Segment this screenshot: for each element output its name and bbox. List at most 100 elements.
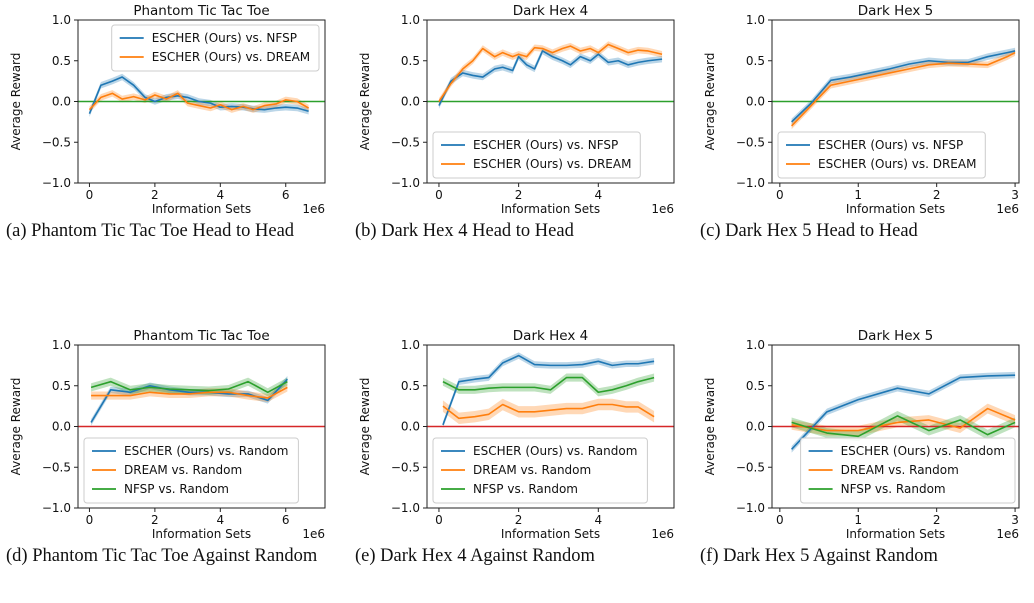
caption-d: (d) Phantom Tic Tac Toe Against Random xyxy=(6,546,318,566)
chart-f-legend-box xyxy=(800,437,1016,504)
chart-d-xtick-label: 2 xyxy=(151,513,159,527)
chart-f-xlabel: Information Sets xyxy=(846,527,945,541)
chart-e-xlabel: Information Sets xyxy=(501,527,600,541)
chart-e-title: Dark Hex 4 xyxy=(513,328,588,344)
chart-c-x-scale-label: 1e6 xyxy=(996,202,1019,216)
chart-a-ytick-label: −1.0 xyxy=(42,176,71,190)
chart-b-ytick-label: 1.0 xyxy=(401,13,420,27)
caption-b: (b) Dark Hex 4 Head to Head xyxy=(355,221,574,241)
chart-f-xtick-label: 3 xyxy=(1011,513,1019,527)
chart-d-ytick-label: 1.0 xyxy=(52,338,71,352)
chart-e-xtick-label: 2 xyxy=(515,513,523,527)
chart-b-legend-label-1: ESCHER (Ours) vs. DREAM xyxy=(473,157,631,171)
chart-a-title: Phantom Tic Tac Toe xyxy=(133,3,269,19)
chart-e-legend-label-2: NFSP vs. Random xyxy=(473,482,578,496)
chart-a-legend-label-0: ESCHER (Ours) vs. NFSP xyxy=(152,31,297,45)
chart-c-xlabel: Information Sets xyxy=(846,202,945,216)
chart-b-xlabel: Information Sets xyxy=(501,202,600,216)
chart-a-ytick-label: −0.5 xyxy=(42,135,71,149)
chart-f-legend-label-2: NFSP vs. Random xyxy=(841,482,946,496)
caption-a: (a) Phantom Tic Tac Toe Head to Head xyxy=(6,221,295,241)
chart-c-series-0-line xyxy=(791,50,1016,123)
panel-a: −1.0 −0.5 0.0 0.5 1.0 0 2 4 6 Phantom Tic Tac Toe… xyxy=(0,0,340,241)
chart-c-ytick-label: 0.0 xyxy=(746,95,765,109)
chart-a-legend-box xyxy=(111,24,320,72)
chart-f-x-scale-label: 1e6 xyxy=(996,527,1019,541)
panel-f: −1.0 −0.5 0.0 0.5 1.0 0 1 2 3 Dark Hex 5 Informati… xyxy=(694,325,1034,566)
chart-d-series-1-line xyxy=(91,386,288,399)
chart-b-ytick-label: −1.0 xyxy=(391,176,420,190)
chart-d-ytick-label: −0.5 xyxy=(42,460,71,474)
chart-f-series-0-band xyxy=(791,371,1016,453)
chart-f-series-2-line xyxy=(791,415,1016,438)
chart-d-series-2-band xyxy=(91,377,288,397)
chart-c-xtick-label: 1 xyxy=(854,188,862,202)
chart-d-ytick-label: 0.5 xyxy=(52,379,71,393)
chart-a-xtick-label: 2 xyxy=(151,188,159,202)
chart-b-title: Dark Hex 4 xyxy=(513,3,588,19)
chart-e-xtick-label: 4 xyxy=(594,513,602,527)
chart-f-xtick-label: 0 xyxy=(776,513,784,527)
chart-a-series-1-band xyxy=(89,90,309,113)
panel-d: −1.0 −0.5 0.0 0.5 1.0 0 2 4 6 Phantom Tic Tac Toe… xyxy=(0,325,340,566)
chart-e-ytick-label: 1.0 xyxy=(401,338,420,352)
chart-a-ytick-label: 1.0 xyxy=(52,13,71,27)
chart-f-series-1-line xyxy=(791,407,1016,432)
chart-d-legend-label-2: NFSP vs. Random xyxy=(124,482,229,496)
chart-f-ytick-label: 0.0 xyxy=(746,420,765,434)
chart-e-legend-box xyxy=(432,437,648,504)
chart-e-series-2-line xyxy=(442,376,655,394)
chart-b-xtick-label: 0 xyxy=(435,188,443,202)
chart-b-xtick-label: 4 xyxy=(594,188,602,202)
chart-e-legend-label-0: ESCHER (Ours) vs. Random xyxy=(473,444,637,458)
chart-f-legend-label-1: DREAM vs. Random xyxy=(841,463,959,477)
chart-d-ytick-label: −1.0 xyxy=(42,501,71,515)
chart-e-series-2-band xyxy=(442,373,655,397)
chart-c-ytick-label: −1.0 xyxy=(736,176,765,190)
chart-d-xtick-label: 6 xyxy=(282,513,290,527)
chart-b-x-scale-label: 1e6 xyxy=(651,202,674,216)
chart-a-ytick-label: 0.0 xyxy=(52,95,71,109)
chart-d-xlabel: Information Sets xyxy=(152,527,251,541)
chart-d-legend-box xyxy=(83,437,299,504)
chart-b-svg: −1.0 −0.5 0.0 0.5 1.0 0 2 4 Dark Hex 4 Informatio… xyxy=(358,3,675,216)
chart-f-legend-label-0: ESCHER (Ours) vs. Random xyxy=(841,444,1005,458)
chart-c-legend-label-0: ESCHER (Ours) vs. NFSP xyxy=(818,138,963,152)
panel-c: −1.0 −0.5 0.0 0.5 1.0 0 1 2 3 Dark Hex 5 Informati… xyxy=(694,0,1034,241)
chart-c-series-1-line xyxy=(791,51,1016,127)
chart-c-ytick-label: 0.5 xyxy=(746,54,765,68)
chart-f-series-2-band xyxy=(791,411,1016,442)
chart-d-xtick-label: 0 xyxy=(86,513,94,527)
chart-a-xtick-label: 6 xyxy=(282,188,290,202)
chart-d-legend-label-1: DREAM vs. Random xyxy=(124,463,242,477)
chart-b-series-0-band xyxy=(438,47,663,109)
chart-e-x-scale-label: 1e6 xyxy=(651,527,674,541)
chart-b-series-0-line xyxy=(438,50,663,106)
chart-f-ytick-label: 0.5 xyxy=(746,379,765,393)
chart-b-ytick-label: 0.5 xyxy=(401,54,420,68)
chart-a-series-0-band xyxy=(89,73,309,117)
chart-d-title: Phantom Tic Tac Toe xyxy=(133,328,269,344)
chart-a-ytick-label: 0.5 xyxy=(52,54,71,68)
chart-c-legend-label-1: ESCHER (Ours) vs. DREAM xyxy=(818,157,976,171)
chart-c-ytick-label: 1.0 xyxy=(746,13,765,27)
chart-f-series-0-line xyxy=(791,374,1016,450)
chart-d-ytick-label: 0.0 xyxy=(52,420,71,434)
chart-e-ylabel: Average Reward xyxy=(358,378,372,476)
chart-b-legend-box xyxy=(432,131,641,179)
chart-b-xtick-label: 2 xyxy=(515,188,523,202)
chart-e-ytick-label: −1.0 xyxy=(391,501,420,515)
chart-e-svg: −1.0 −0.5 0.0 0.5 1.0 0 2 4 Dark Hex 4 Informatio… xyxy=(358,328,675,541)
chart-e-xtick-label: 0 xyxy=(435,513,443,527)
chart-d-x-scale-label: 1e6 xyxy=(302,527,325,541)
chart-f-ytick-label: 1.0 xyxy=(746,338,765,352)
chart-f-svg: −1.0 −0.5 0.0 0.5 1.0 0 1 2 3 Dark Hex 5 Informati… xyxy=(703,328,1020,541)
caption-c: (c) Dark Hex 5 Head to Head xyxy=(700,221,918,241)
panel-e: −1.0 −0.5 0.0 0.5 1.0 0 2 4 Dark Hex 4 Informatio… xyxy=(349,325,689,566)
chart-e-ytick-label: 0.5 xyxy=(401,379,420,393)
chart-c-xtick-label: 0 xyxy=(776,188,784,202)
chart-f-xtick-label: 2 xyxy=(933,513,941,527)
chart-a-ylabel: Average Reward xyxy=(9,53,23,151)
chart-e-ytick-label: 0.0 xyxy=(401,420,420,434)
chart-a-xtick-label: 0 xyxy=(86,188,94,202)
